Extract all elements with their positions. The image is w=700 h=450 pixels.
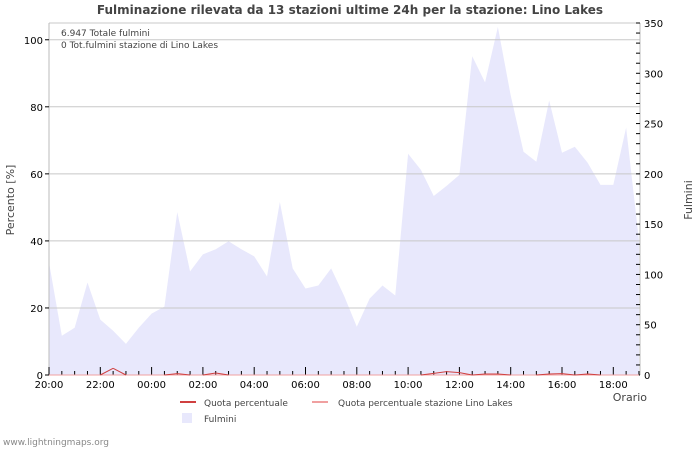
credit-link[interactable]: www.lightningmaps.org — [3, 438, 109, 448]
legend-fulmini-swatch — [182, 413, 192, 423]
left-tick-label: 80 — [30, 103, 43, 114]
x-tick-label: 08:00 — [342, 380, 371, 391]
legend-quota-label: Quota percentuale — [204, 399, 288, 409]
x-tick-label: 20:00 — [35, 380, 64, 391]
x-tick-label: 14:00 — [496, 380, 525, 391]
x-tick-label: 04:00 — [240, 380, 269, 391]
right-tick-label: 100 — [644, 270, 663, 281]
right-tick-label: 200 — [644, 170, 663, 181]
fulmini-area — [49, 27, 639, 375]
right-tick-label: 350 — [644, 19, 663, 30]
x-tick-label: 02:00 — [188, 380, 217, 391]
left-tick-label: 40 — [30, 237, 43, 248]
left-tick-label: 100 — [24, 36, 43, 47]
x-tick-label: 18:00 — [599, 380, 628, 391]
right-tick-label: 50 — [644, 321, 657, 332]
right-tick-label: 300 — [644, 69, 663, 80]
legend-quota-station-label: Quota percentuale stazione Lino Lakes — [338, 399, 513, 409]
legend-fulmini-label: Fulmini — [204, 415, 236, 425]
chart-title: Fulminazione rilevata da 13 stazioni ult… — [96, 3, 604, 17]
annotation-total: 6.947 Totale fulmini — [61, 29, 150, 39]
annotation-station: 0 Tot.fulmini stazione di Lino Lakes — [61, 41, 218, 51]
x-tick-label: 12:00 — [445, 380, 474, 391]
left-axis-label: Percento [%] — [4, 165, 17, 236]
left-tick-label: 20 — [30, 304, 43, 315]
left-tick-label: 60 — [30, 170, 43, 181]
right-axis-label: Fulmini — [682, 180, 695, 220]
x-tick-label: 00:00 — [137, 380, 166, 391]
right-tick-label: 0 — [644, 371, 650, 382]
right-tick-label: 150 — [644, 220, 663, 231]
x-tick-label: 10:00 — [394, 380, 423, 391]
x-axis-label: Orario — [613, 391, 648, 404]
right-tick-label: 250 — [644, 120, 663, 131]
x-tick-label: 16:00 — [548, 380, 577, 391]
x-tick-label: 22:00 — [86, 380, 115, 391]
left-tick-label: 0 — [37, 371, 43, 382]
x-tick-label: 06:00 — [291, 380, 320, 391]
quota-line — [100, 367, 601, 376]
